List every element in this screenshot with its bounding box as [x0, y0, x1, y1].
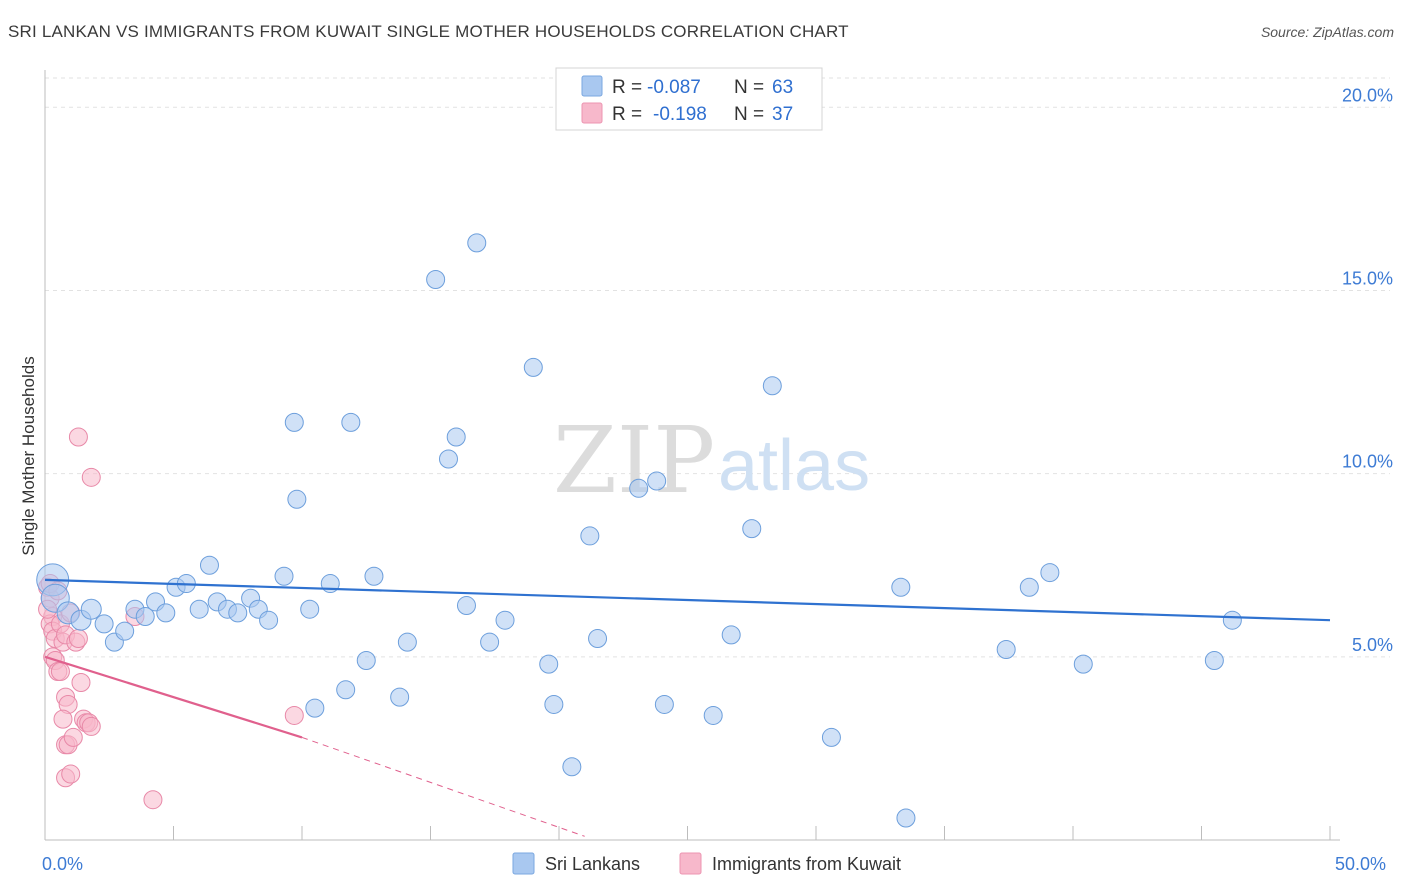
- kuwait-point: [284, 705, 304, 725]
- sri-lankans-point: [259, 610, 279, 630]
- sri-lankans-point: [1073, 654, 1093, 674]
- kuwait-point: [63, 727, 83, 747]
- sri-lankans-point: [156, 603, 176, 623]
- sri-lankans-point: [1222, 610, 1242, 630]
- x-max-label: 50.0%: [1335, 854, 1386, 874]
- legend-swatch-sri-lankans: [581, 75, 603, 97]
- sri-lankans-point: [341, 412, 361, 432]
- sri-lankans-point: [588, 629, 608, 649]
- sri-lankans-point: [426, 269, 446, 289]
- sri-lankans-point: [721, 625, 741, 645]
- kuwait-point: [61, 764, 81, 784]
- sri-lankans-point: [135, 607, 155, 627]
- sri-lankans-point: [228, 603, 248, 623]
- sri-lankans-point: [189, 599, 209, 619]
- sri-lankans-point: [274, 566, 294, 586]
- kuwait-point: [71, 672, 91, 692]
- watermark-zip: ZIP: [553, 407, 715, 514]
- sri-lankans-point: [523, 357, 543, 377]
- kuwait-trend-extension: [301, 736, 585, 837]
- watermark: ZIP atlas: [553, 407, 870, 514]
- sri-lankans-point: [356, 650, 376, 670]
- series-sri-lankans-points: [36, 233, 1242, 828]
- sri-lankans-point: [539, 654, 559, 674]
- sri-lankans-point: [1040, 563, 1060, 583]
- sri-lankans-point: [390, 687, 410, 707]
- sri-lankans-point: [80, 598, 102, 620]
- kuwait-point: [143, 790, 163, 810]
- bottom-legend-label-kuwait: Immigrants from Kuwait: [712, 854, 901, 874]
- sri-lankans-point: [94, 614, 114, 634]
- y-tick-label: 10.0%: [1342, 452, 1393, 472]
- sri-lankans-point: [654, 694, 674, 714]
- sri-lankans-point: [305, 698, 325, 718]
- sri-lankans-point: [467, 233, 487, 253]
- x-min-label: 0.0%: [42, 854, 83, 874]
- sri-lankans-point: [284, 412, 304, 432]
- legend-n-value-kuwait: 37: [772, 104, 793, 125]
- kuwait-point: [68, 427, 88, 447]
- axes: [44, 70, 1340, 841]
- legend-n-label: N =: [734, 77, 764, 98]
- legend-r-value-kuwait: -0.198: [653, 104, 707, 125]
- sri-lankans-point: [703, 705, 723, 725]
- y-tick-label: 15.0%: [1342, 268, 1393, 288]
- kuwait-point: [68, 629, 88, 649]
- bottom-legend: Sri Lankans Immigrants from Kuwait: [512, 852, 901, 875]
- grid-lines: [44, 77, 1390, 840]
- legend-r-value-sri-lankans: -0.087: [647, 77, 701, 98]
- sri-lankans-point: [336, 680, 356, 700]
- sri-lankans-point: [762, 376, 782, 396]
- watermark-atlas: atlas: [718, 426, 870, 506]
- legend-r-label: R =: [612, 77, 642, 98]
- y-tick-label: 20.0%: [1342, 85, 1393, 105]
- bottom-legend-swatch-sri-lankans: [512, 852, 535, 875]
- sri-lankans-point: [287, 489, 307, 509]
- bottom-legend-swatch-kuwait: [679, 852, 702, 875]
- sri-lankans-trend-line: [44, 578, 1331, 622]
- kuwait-point: [50, 661, 70, 681]
- y-tick-labels: 5.0% 10.0% 15.0% 20.0%: [1342, 85, 1393, 655]
- sri-lankans-point: [891, 577, 911, 597]
- source-credit: Source: ZipAtlas.com: [1260, 24, 1394, 40]
- sri-lankans-point: [647, 471, 667, 491]
- sri-lankans-point: [397, 632, 417, 652]
- sri-lankans-point: [544, 694, 564, 714]
- chart-title: SRI LANKAN VS IMMIGRANTS FROM KUWAIT SIN…: [8, 22, 849, 41]
- sri-lankans-point: [364, 566, 384, 586]
- kuwait-point: [81, 716, 101, 736]
- sri-lankans-point: [199, 555, 219, 575]
- sri-lankans-point: [996, 640, 1016, 659]
- sri-lankans-point: [446, 427, 466, 447]
- legend-box: R = -0.087 N = 63 R = -0.198 N = 37: [555, 67, 823, 131]
- sri-lankans-point: [562, 757, 582, 777]
- sri-lankans-point: [1204, 650, 1224, 670]
- legend-swatch-kuwait: [581, 102, 603, 124]
- bottom-legend-label-sri-lankans: Sri Lankans: [545, 854, 640, 874]
- sri-lankans-point: [896, 808, 916, 828]
- sri-lankans-point: [480, 632, 500, 652]
- kuwait-point: [53, 709, 73, 729]
- sri-lankans-point: [742, 519, 762, 539]
- sri-lankans-point: [456, 596, 476, 616]
- sri-lankans-point: [300, 599, 320, 619]
- y-tick-label: 5.0%: [1352, 635, 1393, 655]
- legend-r-label: R =: [612, 104, 642, 125]
- trend-lines: [44, 578, 1331, 837]
- sri-lankans-point: [495, 610, 515, 630]
- legend-n-value-sri-lankans: 63: [772, 77, 793, 98]
- sri-lankans-point: [438, 449, 458, 469]
- sri-lankans-point: [115, 621, 135, 641]
- sri-lankans-point: [1019, 577, 1039, 597]
- kuwait-trend-line: [44, 655, 303, 739]
- legend-n-label: N =: [734, 104, 764, 125]
- kuwait-point: [81, 467, 101, 487]
- sri-lankans-point: [821, 727, 841, 747]
- sri-lankans-point: [580, 526, 600, 546]
- y-axis-title: Single Mother Households: [19, 356, 38, 555]
- sri-lankans-point: [629, 478, 649, 498]
